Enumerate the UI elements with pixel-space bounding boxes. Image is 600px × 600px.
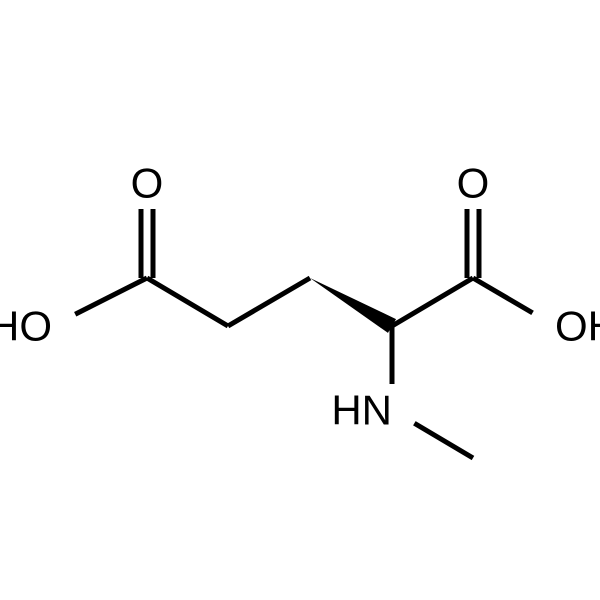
atom-label-o3: HO xyxy=(0,303,52,350)
bond xyxy=(147,278,228,326)
atom-label-o9: OH xyxy=(555,303,600,350)
bond xyxy=(414,423,473,458)
atom-labels-layer: O HO O OH HN xyxy=(0,160,600,434)
wedge-bond xyxy=(310,278,396,333)
chemical-structure-diagram: O HO O OH HN xyxy=(0,0,600,600)
bond xyxy=(75,278,147,314)
atom-label-o1: O xyxy=(131,160,164,207)
atom-label-o8: O xyxy=(457,160,490,207)
atom-label-n10: HN xyxy=(331,387,392,434)
bond xyxy=(392,278,473,326)
bond xyxy=(228,278,310,326)
bond xyxy=(473,278,533,313)
bonds-layer xyxy=(75,209,532,458)
